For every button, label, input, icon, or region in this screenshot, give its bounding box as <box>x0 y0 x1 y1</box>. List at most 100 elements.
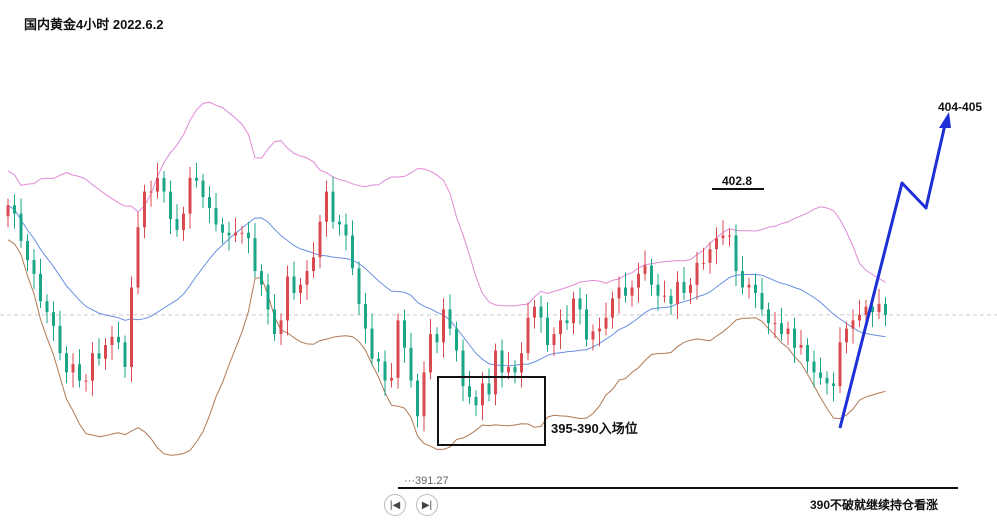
next-button[interactable]: ▶| <box>416 494 438 516</box>
candle-body <box>546 317 549 346</box>
candle-body <box>442 309 445 343</box>
candle-body <box>871 306 874 313</box>
candle-body <box>221 224 224 233</box>
candle <box>195 162 198 188</box>
candle <box>754 273 757 309</box>
candle-body <box>390 377 393 381</box>
candle-body <box>214 208 218 225</box>
candle <box>338 214 341 236</box>
candle <box>396 313 400 389</box>
candle <box>97 338 101 366</box>
candle-body <box>481 383 484 406</box>
candle <box>604 302 608 336</box>
candle-body <box>682 282 686 293</box>
candle-body <box>78 364 81 381</box>
candle <box>286 265 289 336</box>
candle <box>416 373 419 428</box>
candle <box>390 362 393 388</box>
candle-body <box>273 309 276 335</box>
candle-body <box>383 361 387 381</box>
candle <box>52 301 55 341</box>
candle-body <box>819 372 822 378</box>
candle <box>565 305 569 330</box>
candle-body <box>195 177 198 181</box>
candle <box>364 292 367 344</box>
candle <box>559 309 562 350</box>
candle-body <box>143 191 146 228</box>
candle-body <box>884 303 887 315</box>
candle <box>669 288 673 315</box>
candle <box>546 302 549 352</box>
candle <box>325 180 328 237</box>
candle-body <box>208 197 211 209</box>
candle <box>819 357 822 385</box>
candle-body <box>760 292 764 310</box>
candle <box>539 295 543 333</box>
candle <box>760 277 764 317</box>
candle <box>403 309 406 363</box>
candle <box>331 176 335 229</box>
candle <box>851 309 855 344</box>
candle <box>65 346 68 384</box>
candle-body <box>299 284 302 293</box>
candle-body <box>494 350 497 395</box>
candle <box>214 192 218 232</box>
candle <box>149 180 153 207</box>
candle-body <box>695 262 699 285</box>
candle-body <box>19 213 23 241</box>
candle <box>793 317 796 363</box>
upper-band-line <box>7 101 886 307</box>
candle <box>344 213 348 251</box>
candle-body <box>260 271 263 285</box>
candle <box>188 166 192 229</box>
candle <box>6 198 10 228</box>
candle-body <box>650 265 653 285</box>
candle <box>279 313 283 346</box>
candle <box>78 349 81 388</box>
candle-body <box>52 312 55 326</box>
candle-body <box>338 221 341 225</box>
candle <box>526 302 530 361</box>
prev-button[interactable]: |◀ <box>384 494 406 516</box>
candle <box>611 291 614 329</box>
candle <box>136 212 140 295</box>
candle-body <box>6 205 10 217</box>
candle-body <box>825 377 829 384</box>
candle-body <box>591 331 595 340</box>
candle <box>578 287 582 325</box>
candle-body <box>708 249 712 263</box>
candle-body <box>351 235 354 269</box>
candle-body <box>84 380 88 382</box>
candle <box>247 221 250 254</box>
candle-body <box>637 273 640 288</box>
candle-body <box>585 309 588 340</box>
candle-body <box>851 320 855 329</box>
candle-body <box>461 350 465 387</box>
candle <box>741 256 744 295</box>
candle-body <box>858 314 861 321</box>
candle <box>143 184 146 239</box>
candle-body <box>364 303 367 329</box>
candle-body <box>13 205 16 214</box>
candle-body <box>110 336 114 346</box>
candle <box>591 324 595 351</box>
candle-body <box>32 260 36 274</box>
arrow-head-icon <box>939 112 951 128</box>
candle <box>624 272 627 303</box>
candle <box>533 299 536 329</box>
candle-body <box>617 287 621 299</box>
candle-body <box>487 383 491 395</box>
candle <box>305 260 309 300</box>
candle-body <box>58 325 62 354</box>
candle <box>825 371 829 395</box>
candle-body <box>175 219 179 230</box>
candle-body <box>286 276 289 321</box>
candle <box>318 214 322 269</box>
candle-body <box>877 303 881 313</box>
candle <box>351 220 354 276</box>
candle-body <box>357 268 361 304</box>
candle <box>383 350 387 396</box>
candle-body <box>416 380 419 417</box>
candle <box>13 194 16 229</box>
low-price-value: 391.27 <box>415 475 449 487</box>
